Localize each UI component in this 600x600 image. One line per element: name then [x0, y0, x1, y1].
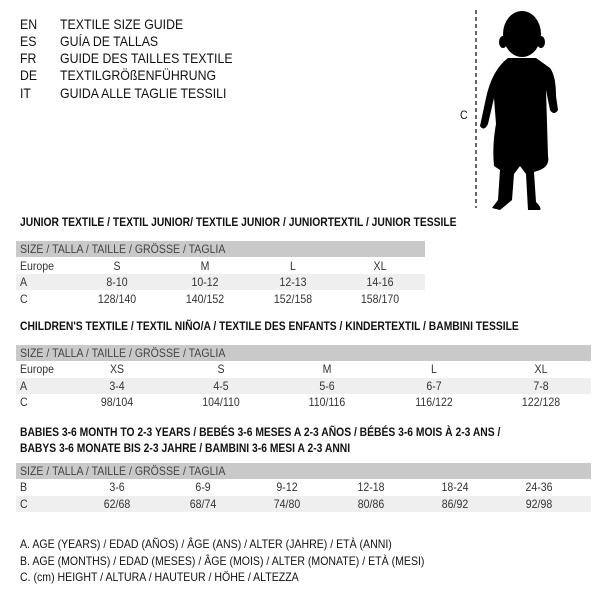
- table-row: Europe S M L XL: [16, 258, 425, 274]
- guide-title: TEXTILGRÖßENFÜHRUNG: [60, 67, 217, 83]
- table-cell: 158/170: [360, 292, 400, 306]
- table-header-row: SIZE / TALLA / TAILLE / GRÖSSE / TAGLIA: [16, 463, 591, 479]
- guide-title: TEXTILE SIZE GUIDE: [60, 16, 184, 32]
- table-cell: 8-10: [106, 275, 128, 289]
- table-cell: 86/92: [441, 497, 469, 511]
- junior-section-title: JUNIOR TEXTILE / TEXTIL JUNIOR/ TEXTILE …: [20, 215, 457, 229]
- table-cell: S: [113, 259, 121, 273]
- table-cell: 18-24: [441, 480, 469, 494]
- table-row: C 128/140 140/152 152/158 158/170: [16, 291, 425, 307]
- size-header: SIZE / TALLA / TAILLE / GRÖSSE / TAGLIA: [20, 346, 226, 360]
- children-section-title: CHILDREN'S TEXTILE / TEXTIL NIÑO/A / TEX…: [20, 319, 519, 333]
- row-label: C: [20, 497, 28, 511]
- table-row: C 98/104 104/110 110/116 116/122 122/128: [16, 394, 591, 410]
- table-cell: 128/140: [97, 292, 137, 306]
- table-cell: 7-8: [533, 379, 549, 393]
- table-cell: 6-9: [195, 480, 211, 494]
- table-cell: M: [200, 259, 210, 273]
- row-label: C: [20, 292, 28, 306]
- table-row: B 3-6 6-9 9-12 12-18 18-24 24-36: [16, 479, 591, 495]
- lang-code: DE: [20, 67, 38, 83]
- table-header-row: SIZE / TALLA / TAILLE / GRÖSSE / TAGLIA: [16, 345, 591, 361]
- table-cell: 9-12: [276, 480, 298, 494]
- table-cell: L: [290, 259, 296, 273]
- table-cell: 152/158: [273, 292, 313, 306]
- row-label: B: [20, 480, 28, 494]
- table-cell: 24-36: [525, 480, 553, 494]
- table-row: Europe XS S M L XL: [16, 361, 591, 377]
- table-cell: 14-16: [366, 275, 394, 289]
- guide-title: GUIDE DES TAILLES TEXTILE: [60, 50, 233, 66]
- table-cell: 6-7: [426, 379, 442, 393]
- table-cell: 74/80: [273, 497, 301, 511]
- lang-code: ES: [20, 33, 37, 49]
- table-cell: 68/74: [189, 497, 217, 511]
- table-cell: L: [431, 362, 437, 376]
- row-label: Europe: [20, 259, 55, 273]
- height-label: C: [460, 108, 468, 122]
- table-cell: 98/104: [100, 395, 134, 409]
- table-row: C 62/68 68/74 74/80 80/86 86/92 92/98: [16, 496, 591, 512]
- table-cell: 3-4: [109, 379, 125, 393]
- table-cell: 12-18: [357, 480, 385, 494]
- table-header-row: SIZE / TALLA / TAILLE / GRÖSSE / TAGLIA: [16, 241, 425, 257]
- row-label: A: [20, 275, 28, 289]
- child-silhouette-icon: [475, 10, 558, 210]
- legend-age-months: B. AGE (MONTHS) / EDAD (MESES) / ÂGE (MO…: [20, 554, 425, 568]
- guide-title: GUÍA DE TALLAS: [60, 33, 159, 49]
- guide-title: GUIDA ALLE TAGLIE TESSILI: [60, 85, 227, 101]
- table-cell: XL: [373, 259, 387, 273]
- table-cell: 3-6: [109, 480, 125, 494]
- table-cell: S: [217, 362, 225, 376]
- babies-section-title: BABIES 3-6 MONTH TO 2-3 YEARS / BEBÉS 3-…: [20, 425, 501, 439]
- row-label: Europe: [20, 362, 55, 376]
- table-cell: 110/116: [308, 395, 346, 409]
- table-cell: 10-12: [191, 275, 219, 289]
- size-header: SIZE / TALLA / TAILLE / GRÖSSE / TAGLIA: [20, 464, 226, 478]
- table-cell: 104/110: [202, 395, 240, 409]
- table-row: A 8-10 10-12 12-13 14-16: [16, 274, 425, 290]
- table-cell: 92/98: [525, 497, 553, 511]
- lang-code: IT: [20, 85, 31, 101]
- legend-height: C. (cm) HEIGHT / ALTURA / HAUTEUR / HÖHE…: [20, 570, 299, 584]
- lang-code: EN: [20, 16, 38, 32]
- row-label: C: [20, 395, 28, 409]
- size-header: SIZE / TALLA / TAILLE / GRÖSSE / TAGLIA: [20, 242, 226, 256]
- table-cell: 116/122: [415, 395, 453, 409]
- babies-section-title-2: BABYS 3-6 MONATE BIS 2-3 JAHRE / BAMBINI…: [20, 441, 351, 455]
- table-cell: 140/152: [185, 292, 225, 306]
- table-cell: XS: [109, 362, 125, 376]
- table-cell: 62/68: [103, 497, 131, 511]
- row-label: A: [20, 379, 28, 393]
- legend-age-years: A. AGE (YEARS) / EDAD (AÑOS) / ÂGE (ANS)…: [20, 537, 392, 551]
- table-cell: 12-13: [279, 275, 307, 289]
- table-cell: 4-5: [213, 379, 229, 393]
- lang-code: FR: [20, 50, 37, 66]
- table-cell: M: [322, 362, 332, 376]
- table-cell: 80/86: [357, 497, 385, 511]
- table-row: A 3-4 4-5 5-6 6-7 7-8: [16, 378, 591, 394]
- table-cell: 122/128: [521, 395, 561, 409]
- table-cell: XL: [534, 362, 548, 376]
- table-cell: 5-6: [319, 379, 335, 393]
